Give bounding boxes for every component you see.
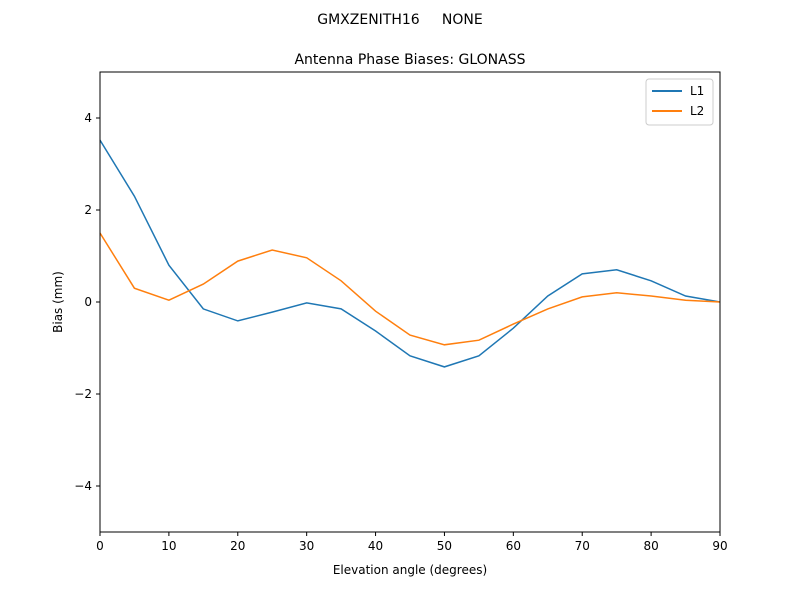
y-tick-label: −4 <box>74 479 92 493</box>
x-tick-label: 50 <box>437 539 452 553</box>
series-line-l2 <box>99 232 721 346</box>
x-axis: 0 10 20 30 40 50 60 70 80 90 <box>96 532 728 553</box>
y-tick-label: −2 <box>74 387 92 401</box>
x-tick-label: 70 <box>575 539 590 553</box>
y-tick-label: 0 <box>84 295 92 309</box>
legend-label-l1: L1 <box>690 84 704 98</box>
plot-area <box>99 139 721 368</box>
y-tick-label: 2 <box>84 203 92 217</box>
x-axis-label: Elevation angle (degrees) <box>333 563 487 577</box>
x-tick-label: 40 <box>368 539 383 553</box>
x-tick-label: 10 <box>161 539 176 553</box>
axes-frame <box>99 71 721 533</box>
x-tick-label: 20 <box>230 539 245 553</box>
chart-suptitle: GMXZENITH16 NONE <box>317 12 483 28</box>
y-axis-label: Bias (mm) <box>51 271 65 333</box>
chart-title: Antenna Phase Biases: GLONASS <box>294 52 525 68</box>
x-tick-label: 0 <box>96 539 104 553</box>
legend-label-l2: L2 <box>690 104 704 118</box>
x-tick-label: 90 <box>712 539 727 553</box>
x-tick-label: 60 <box>506 539 521 553</box>
x-tick-label: 30 <box>299 539 314 553</box>
y-tick-label: 4 <box>84 111 92 125</box>
x-tick-label: 80 <box>643 539 658 553</box>
y-axis: −4 −2 0 2 4 <box>74 111 100 493</box>
series-line-l1 <box>99 139 721 368</box>
